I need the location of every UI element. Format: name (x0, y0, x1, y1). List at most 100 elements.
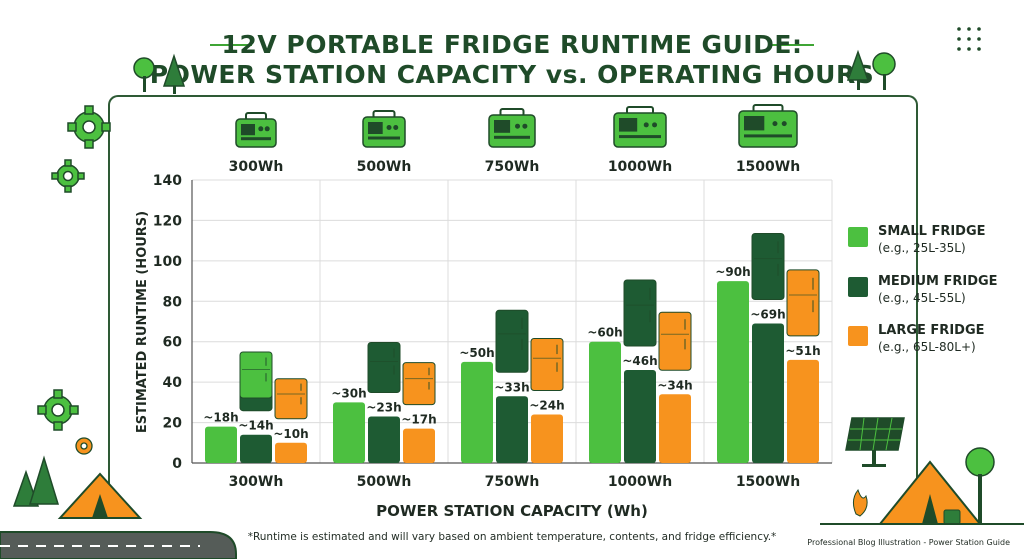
bar-medium-fridge (496, 396, 528, 463)
data-label: ~10h (273, 427, 308, 441)
gear-icon (37, 389, 79, 431)
top-capacity-label: 500Wh (357, 159, 412, 175)
fridge-icon (367, 342, 401, 394)
bar-large-fridge (787, 359, 819, 463)
legend-example: (e.g., 45L-55L) (878, 291, 966, 305)
y-axis-label: ESTIMATED RUNTIME (HOURS) (135, 211, 150, 433)
power-station-icon-port (515, 123, 521, 129)
y-tick-label: 60 (163, 335, 183, 351)
bar-small-fridge (717, 281, 749, 463)
dots-icon (957, 27, 981, 51)
data-label: ~23h (366, 401, 401, 415)
y-tick-label: 40 (163, 375, 183, 391)
data-label: ~51h (785, 344, 820, 358)
power-station-icon-screen (744, 116, 765, 131)
bar-medium-fridge (752, 323, 784, 463)
tent-icon (820, 447, 1024, 525)
bar-medium-fridge (240, 434, 272, 463)
fridge-icon (530, 337, 564, 391)
power-station-icon-port (258, 126, 264, 132)
power-station-icon-port (652, 122, 658, 128)
legend-swatch-large (848, 326, 868, 346)
data-label: ~14h (238, 419, 273, 433)
power-station-icon-strip (494, 135, 530, 139)
data-label: ~17h (401, 413, 436, 427)
x-axis-label: POWER STATION CAPACITY (Wh) (376, 502, 648, 520)
bar-large-fridge (403, 428, 435, 463)
legend-swatch-medium (848, 277, 868, 297)
tree-icon (846, 49, 896, 90)
fridge-icon (274, 378, 308, 420)
power-station-icon-screen (241, 124, 255, 136)
chart-title-line1: 12V PORTABLE FRIDGE RUNTIME GUIDE: (221, 30, 803, 59)
power-station-icon-port (772, 121, 778, 127)
top-capacity-label: 1000Wh (608, 159, 672, 175)
bar-small-fridge (461, 361, 493, 463)
data-label: ~24h (529, 398, 564, 412)
tent-icon (0, 455, 237, 559)
bar-large-fridge (531, 414, 563, 463)
data-label: ~50h (459, 346, 494, 360)
fridge-icon (658, 311, 692, 371)
top-capacity-label: 300Wh (229, 159, 284, 175)
legend-swatch-small (848, 227, 868, 247)
power-station-icon-strip (241, 137, 271, 141)
fridge-icon (751, 233, 785, 301)
y-tick-label: 20 (163, 416, 183, 432)
power-station-icon-port (522, 123, 528, 129)
legend-label: MEDIUM FRIDGE (878, 274, 998, 289)
bar-large-fridge (659, 394, 691, 463)
legend-example: (e.g., 25L-35L) (878, 241, 966, 255)
data-label: ~60h (587, 326, 622, 340)
gear-icon (67, 105, 111, 149)
fridge-icon (239, 351, 273, 399)
power-station-icon-port (264, 126, 270, 132)
data-label: ~30h (331, 386, 366, 400)
data-label: ~46h (622, 354, 657, 368)
data-label: ~33h (494, 380, 529, 394)
power-station-icon-port (386, 125, 392, 130)
chart-frame (108, 95, 918, 497)
x-tick-label: 1500Wh (736, 474, 800, 490)
bar-small-fridge (589, 341, 621, 463)
bar-medium-fridge (368, 416, 400, 463)
fridge-icon (402, 362, 436, 406)
x-tick-label: 1000Wh (608, 474, 672, 490)
bar-small-fridge (205, 426, 237, 463)
legend-label: LARGE FRIDGE (878, 323, 985, 338)
top-capacity-label: 1500Wh (736, 159, 800, 175)
bar-medium-fridge (624, 370, 656, 463)
y-tick-label: 140 (153, 173, 182, 189)
y-tick-label: 80 (163, 294, 183, 310)
bar-small-fridge (333, 402, 365, 463)
chart-title-line2: POWER STATION CAPACITY vs. OPERATING HOU… (149, 60, 875, 89)
legend-label: SMALL FRIDGE (878, 224, 986, 239)
y-tick-label: 0 (172, 456, 182, 472)
data-label: ~18h (203, 411, 238, 425)
power-station-icon-port (643, 122, 649, 128)
fridge-icon (786, 269, 820, 337)
fridge-icon (495, 309, 529, 373)
power-station-icon-strip (744, 134, 792, 138)
power-station-icon-screen (494, 120, 511, 133)
title-rule-right (772, 44, 814, 46)
power-station-icon-screen (619, 118, 638, 132)
y-tick-label: 120 (153, 213, 182, 229)
legend-example: (e.g., 65L-80L+) (878, 340, 976, 354)
x-tick-label: 500Wh (357, 474, 412, 490)
data-label: ~90h (715, 265, 750, 279)
power-station-icon-port (393, 125, 399, 130)
tree-icon (133, 53, 186, 94)
top-capacity-label: 750Wh (485, 159, 540, 175)
x-tick-label: 300Wh (229, 474, 284, 490)
gear-icon (75, 437, 93, 455)
y-tick-label: 100 (153, 254, 182, 270)
bar-large-fridge (275, 442, 307, 463)
power-station-icon-screen (368, 122, 383, 134)
data-label: ~69h (750, 308, 785, 322)
gear-icon (51, 159, 85, 193)
credit-text: Professional Blog Illustration - Power S… (807, 538, 1010, 547)
power-station-icon-port (781, 121, 787, 127)
title-rule-left (210, 44, 252, 46)
